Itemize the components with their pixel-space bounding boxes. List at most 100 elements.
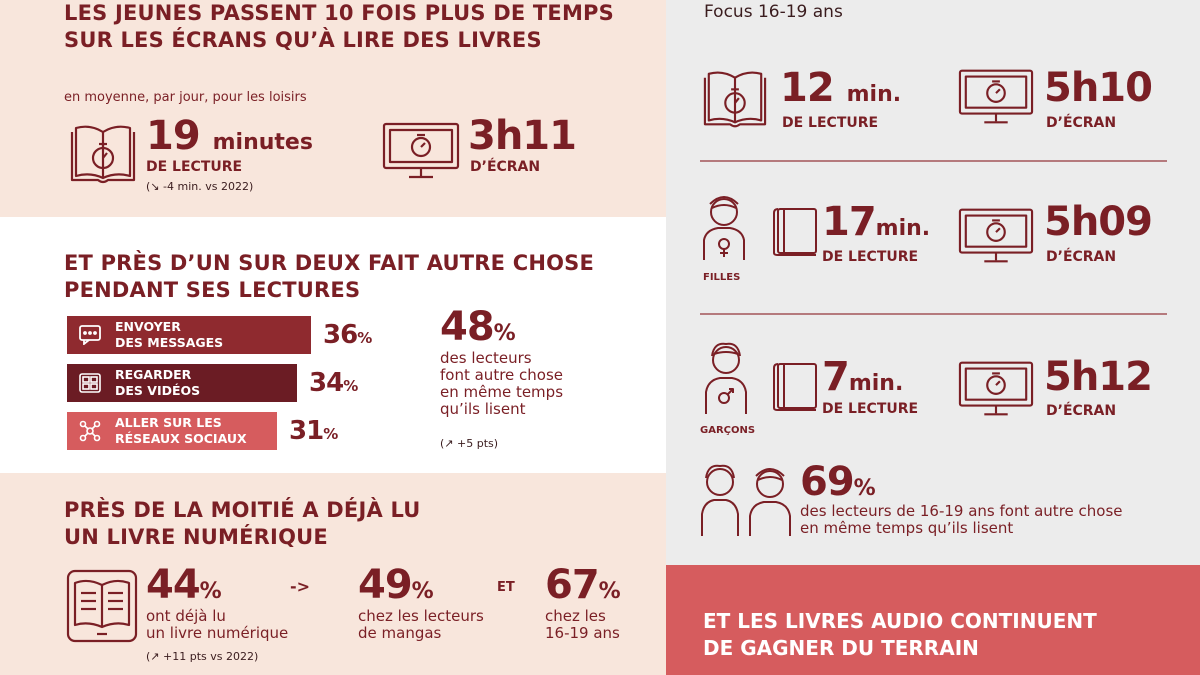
girl-avatar-icon (700, 190, 748, 264)
focus-row1-reading-label: DE LECTURE (782, 115, 879, 131)
closed-book-icon (772, 207, 818, 257)
book-stopwatch-icon (700, 68, 770, 134)
activity-bar-value-number: 36 (323, 320, 358, 350)
focus-divider (700, 313, 1167, 315)
teen-ebook-pct: % (598, 579, 621, 604)
manga-readers-line1: chez les lecteurs (358, 607, 484, 625)
panel1-title-line2: SUR LES ÉCRANS QU’À LIRE DES LIVRES (64, 28, 542, 52)
readers-multitask-note-text: +5 pts (457, 437, 494, 450)
ebook-readers-line2: un livre numérique (146, 624, 289, 642)
activity-bar-value-pct: % (357, 329, 372, 347)
ebook-readers-text: ont déjà lu un livre numérique (146, 608, 288, 642)
readers-multitask-line4: qu’ils lisent (440, 400, 526, 418)
focus-row3-screen-label: D’ÉCRAN (1046, 403, 1117, 419)
activity-bar-label-line1: ENVOYER (115, 319, 181, 334)
activity-bar-label: ENVOYER DES MESSAGES (115, 319, 223, 351)
activity-bar-label-line2: RÉSEAUX SOCIAUX (115, 431, 247, 446)
activity-bar-value-number: 31 (289, 416, 324, 446)
ebook-readers-note: (↗ +11 pts vs 2022) (146, 650, 259, 663)
screen-time-value: 3h11 (468, 113, 577, 159)
monitor-stopwatch-icon (382, 122, 460, 180)
teen-ebook-line1: chez les (545, 607, 606, 625)
activity-bar-label-line2: DES VIDÉOS (115, 383, 201, 398)
ebook-readers-pct: % (199, 579, 222, 604)
teen-ebook-line2: 16-19 ans (545, 624, 620, 642)
panel3-title-line1: PRÈS DE LA MOITIÉ A DÉJÀ LU (64, 498, 421, 522)
audio-banner-background (666, 565, 1200, 675)
reading-minutes-value: 19 minutes (146, 114, 313, 165)
activity-bar: REGARDER DES VIDÉOS (67, 364, 297, 402)
focus-multitask-line1: des lecteurs de 16-19 ans font autre cho… (800, 502, 1123, 520)
panel1-subtitle: en moyenne, par jour, pour les loisirs (64, 90, 307, 105)
readers-multitask-line1: des lecteurs (440, 349, 532, 367)
focus-multitask-pct: % (853, 476, 876, 501)
panel3-title: PRÈS DE LA MOITIÉ A DÉJÀ LU UN LIVRE NUM… (64, 497, 421, 551)
activity-bar-value-pct: % (343, 377, 358, 395)
focus-row2-reading-value: 17min. (822, 200, 930, 251)
focus-row3-group-label: GARÇONS (700, 425, 756, 436)
ebook-readers-value: 44% (146, 563, 222, 614)
readers-multitask-line3: en même temps (440, 383, 564, 401)
manga-readers-text: chez les lecteurs de mangas (358, 608, 484, 642)
readers-multitask-note: (↗ +5 pts) (440, 437, 499, 450)
focus-row1-screen-label: D’ÉCRAN (1046, 115, 1117, 131)
panel2-title-line2: PENDANT SES LECTURES (64, 278, 361, 302)
reading-minutes-number: 19 (146, 113, 201, 159)
trend-up-icon: ↗ (150, 650, 160, 663)
conjunction-et: ET (497, 580, 515, 595)
social-network-icon (79, 420, 101, 442)
focus-row2-reading-number: 17 (822, 199, 877, 245)
panel2-title: ET PRÈS D’UN SUR DEUX FAIT AUTRE CHOSE P… (64, 250, 594, 304)
panel2-title-line1: ET PRÈS D’UN SUR DEUX FAIT AUTRE CHOSE (64, 251, 595, 275)
activity-bar-value: 34% (309, 367, 358, 402)
readers-multitask-value: 48% (440, 305, 516, 356)
reading-note-text: -4 min. vs 2022 (163, 180, 249, 193)
teen-ebook-number: 67 (545, 562, 600, 608)
trend-down-icon: ↘ (150, 180, 160, 193)
focus-row1-reading-value: 12 min. (780, 66, 901, 117)
activity-bar-label: ALLER SUR LES RÉSEAUX SOCIAUX (115, 415, 247, 447)
focus-row1-reading-number: 12 (780, 65, 835, 111)
monitor-stopwatch-icon (958, 207, 1034, 265)
activity-bar-label-line1: REGARDER (115, 367, 192, 382)
monitor-stopwatch-icon (958, 360, 1034, 418)
reading-minutes-unit: minutes (212, 130, 313, 155)
ebook-tablet-icon (66, 569, 138, 643)
closed-book-icon (772, 362, 818, 412)
reading-minutes-label: DE LECTURE (146, 159, 243, 175)
panel1-title-line1: LES JEUNES PASSENT 10 FOIS PLUS DE TEMPS (64, 1, 614, 25)
focus-title: Focus 16-19 ans (704, 2, 843, 22)
manga-readers-pct: % (411, 579, 434, 604)
video-icon (79, 372, 101, 394)
boy-avatar-icon (702, 340, 750, 416)
teen-ebook-text: chez les 16-19 ans (545, 608, 620, 642)
focus-multitask-line2: en même temps qu’ils lisent (800, 519, 1014, 537)
monitor-stopwatch-icon (958, 68, 1034, 126)
activity-bar-value-pct: % (323, 425, 338, 443)
focus-multitask-number: 69 (800, 459, 855, 505)
panel1-title: LES JEUNES PASSENT 10 FOIS PLUS DE TEMPS… (64, 0, 614, 54)
focus-row1-reading-unit: min. (846, 82, 902, 107)
screen-time-label: D’ÉCRAN (470, 159, 541, 175)
audio-banner-line2: DE GAGNER DU TERRAIN (703, 636, 979, 660)
activity-bar-label-line1: ALLER SUR LES (115, 415, 222, 430)
activity-bar: ALLER SUR LES RÉSEAUX SOCIAUX (67, 412, 277, 450)
ebook-readers-note-text: +11 pts vs 2022 (163, 650, 254, 663)
readers-multitask-text: des lecteurs font autre chose en même te… (440, 350, 563, 418)
readers-multitask-pct: % (493, 321, 516, 346)
arrow-glyph: -> (290, 577, 311, 596)
audio-banner-title: ET LES LIVRES AUDIO CONTINUENT DE GAGNER… (703, 608, 1097, 662)
ebook-readers-line1: ont déjà lu (146, 607, 226, 625)
manga-readers-line2: de mangas (358, 624, 442, 642)
activity-bar-label: REGARDER DES VIDÉOS (115, 367, 200, 399)
focus-row3-reading-value: 7min. (822, 355, 903, 406)
readers-multitask-line2: font autre chose (440, 366, 564, 384)
focus-row3-reading-label: DE LECTURE (822, 401, 919, 417)
focus-row3-screen-value: 5h12 (1044, 354, 1153, 400)
focus-row3-reading-number: 7 (822, 354, 850, 400)
activity-bar-value: 36% (323, 319, 372, 354)
activity-bar-label-line2: DES MESSAGES (115, 335, 224, 350)
manga-readers-value: 49% (358, 563, 434, 614)
focus-row2-group-label: FILLES (703, 272, 741, 283)
activity-bar-value-number: 34 (309, 368, 344, 398)
